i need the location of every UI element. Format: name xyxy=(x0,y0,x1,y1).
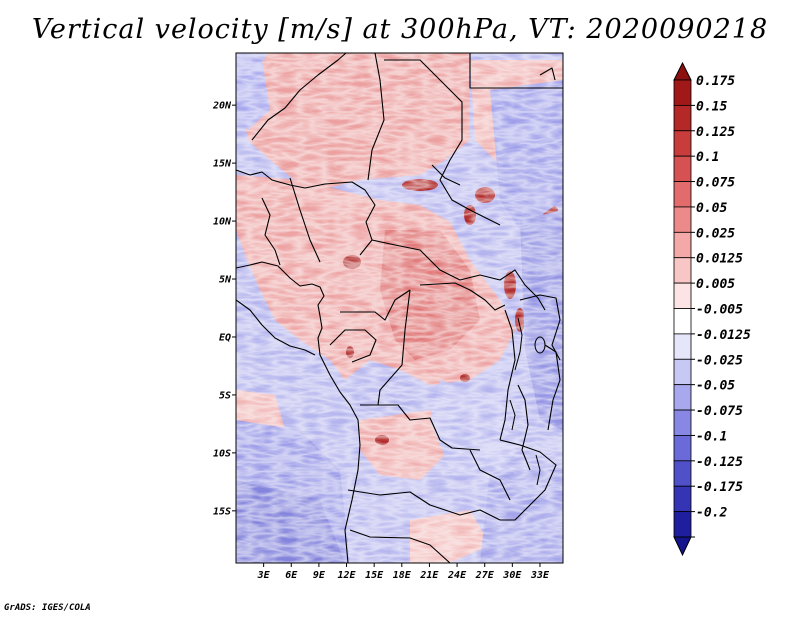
lon-tick-label: 21E xyxy=(419,570,439,581)
colorbar-label: 0.15 xyxy=(696,99,727,114)
lat-tick-label: 5N xyxy=(219,275,232,286)
colorbar-label: -0.075 xyxy=(696,404,743,419)
map-axes: 20N 15N 10N 5N EQ 5S 10S 15S 3E 6E 9E 12E 15E 18E 21E 2… xyxy=(212,101,550,581)
plot-title: Vertical velocity [m/s] at 300hPa, VT: 2… xyxy=(31,14,769,45)
colorbar-top-arrow xyxy=(673,61,692,81)
lon-tick-label: 12E xyxy=(338,570,357,581)
colorbar-label: -0.175 xyxy=(696,480,743,495)
colorbar: 0.175 0.15 0.125 0.1 0.075 0.05 0.025 0.0125 0.0… xyxy=(673,61,751,557)
colorbar-label: -0.025 xyxy=(696,353,743,368)
colorbar-label: -0.05 xyxy=(696,379,735,394)
colorbar-label: 0.005 xyxy=(696,277,735,292)
lon-tick-label: 24E xyxy=(447,570,467,581)
lat-tick-label: EQ xyxy=(219,332,231,343)
colorbar-label: 0.125 xyxy=(696,125,735,140)
colorbar-box xyxy=(673,257,692,284)
colorbar-label: 0.025 xyxy=(696,226,735,241)
colorbar-label: 0.05 xyxy=(696,201,727,216)
map-figure: 20N 15N 10N 5N EQ 5S 10S 15S 3E 6E 9E 12E 15E 18E 21E 2… xyxy=(212,52,751,581)
colorbar-box xyxy=(673,79,692,106)
lon-tick-label: 18E xyxy=(393,570,412,581)
colorbar-box xyxy=(673,231,692,259)
colorbar-label: -0.0125 xyxy=(696,328,751,343)
colorbar-label: 0.1 xyxy=(696,150,719,165)
lon-tick-label: 27E xyxy=(475,570,495,581)
colorbar-box xyxy=(673,358,692,386)
lat-tick-label: 10N xyxy=(213,217,232,228)
country-borders xyxy=(236,53,563,563)
map-frame xyxy=(235,52,564,564)
colorbar-box xyxy=(673,384,692,411)
colorbar-label: -0.2 xyxy=(696,506,727,521)
grads-credit: GrADS: IGES/COLA xyxy=(4,603,91,613)
colorbar-box xyxy=(673,130,692,157)
lat-tick-label: 15N xyxy=(213,159,232,170)
colorbar-label: 0.075 xyxy=(696,176,735,191)
lon-tick-label: 33E xyxy=(530,570,550,581)
lat-tick-label: 5S xyxy=(219,390,231,401)
colorbar-box xyxy=(673,282,692,309)
colorbar-box xyxy=(673,435,692,462)
colorbar-box xyxy=(673,511,692,538)
colorbar-label: -0.125 xyxy=(696,455,743,470)
lon-tick-label: 3E xyxy=(257,570,271,581)
lat-tick-label: 20N xyxy=(212,101,232,112)
lon-tick-label: 30E xyxy=(502,570,522,581)
lakes xyxy=(509,317,546,486)
colorbar-box xyxy=(673,155,692,182)
lon-tick-label: 9E xyxy=(313,570,326,581)
colorbar-box xyxy=(673,485,692,513)
colorbar-box xyxy=(673,460,692,487)
colorbar-label: 0.0125 xyxy=(696,252,743,267)
lon-tick-label: 6E xyxy=(285,570,298,581)
colorbar-label: -0.005 xyxy=(696,303,743,318)
colorbar-box xyxy=(673,206,692,233)
colorbar-box xyxy=(673,409,692,436)
lat-tick-label: 15S xyxy=(213,506,231,517)
colorbar-label: -0.1 xyxy=(696,429,727,444)
colorbar-box xyxy=(673,104,692,132)
colorbar-bottom-arrow xyxy=(673,536,692,557)
colorbar-label: 0.175 xyxy=(696,74,735,89)
lon-tick-label: 15E xyxy=(365,570,384,581)
colorbar-box xyxy=(673,308,692,335)
lat-tick-label: 10S xyxy=(213,448,231,459)
colorbar-box xyxy=(673,181,692,208)
colorbar-box xyxy=(673,333,692,360)
